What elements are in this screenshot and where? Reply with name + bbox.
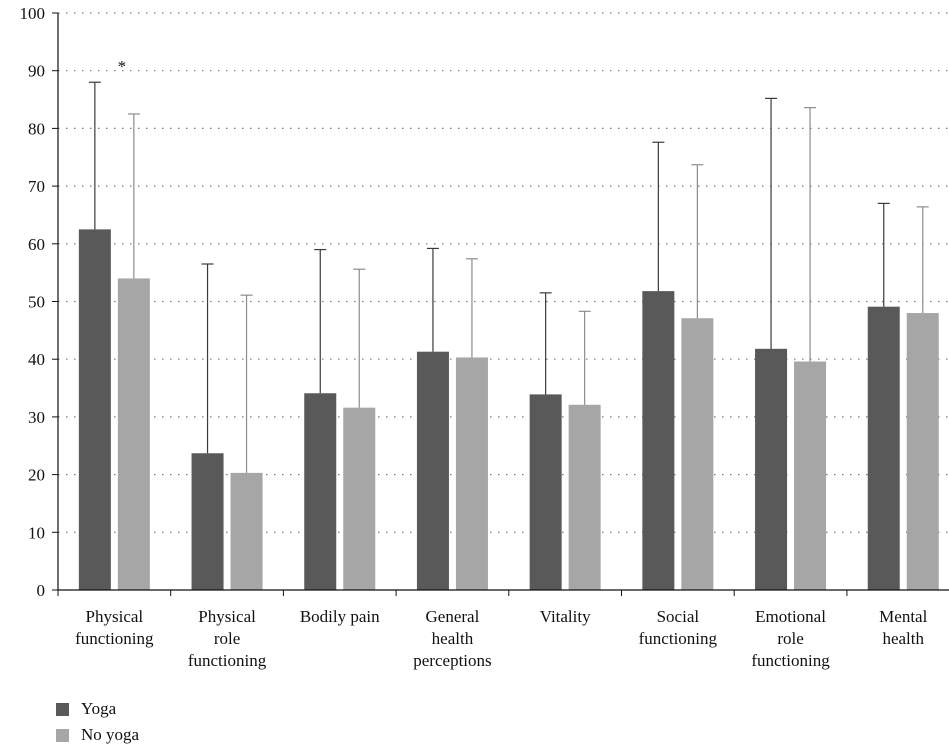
y-tick-label: 50 xyxy=(28,293,45,312)
bar-no-yoga xyxy=(681,318,714,590)
y-tick-label: 30 xyxy=(28,408,45,427)
legend-label-no-yoga: No yoga xyxy=(81,725,140,744)
y-tick-label: 100 xyxy=(20,4,46,23)
bar-yoga xyxy=(304,393,337,590)
legend: Yoga No yoga xyxy=(56,696,139,748)
bar-yoga xyxy=(755,348,788,590)
legend-swatch-no-yoga xyxy=(56,728,69,742)
y-tick-label: 10 xyxy=(28,523,45,542)
bar-no-yoga xyxy=(455,357,488,590)
y-tick-label: 40 xyxy=(28,350,45,369)
x-tick-label: Bodily pain xyxy=(300,607,380,626)
y-tick-label: 70 xyxy=(28,177,45,196)
x-tick-label: General health perceptions xyxy=(413,607,491,670)
bar-no-yoga xyxy=(230,472,263,590)
bar-no-yoga xyxy=(906,313,939,590)
bar-yoga xyxy=(867,306,900,590)
y-tick-label: 0 xyxy=(37,581,46,600)
x-tick-label: Physical role functioning xyxy=(188,607,267,670)
bar-no-yoga xyxy=(794,361,827,590)
y-tick-label: 90 xyxy=(28,62,45,81)
bar-yoga xyxy=(642,291,675,590)
bar-yoga xyxy=(529,394,562,590)
significance-marker: * xyxy=(118,57,127,76)
x-tick-label: Mental health xyxy=(879,607,927,648)
bar-no-yoga xyxy=(117,278,150,590)
x-tick-label: Social functioning xyxy=(639,607,718,648)
legend-item-yoga: Yoga xyxy=(56,696,139,722)
y-tick-label: 80 xyxy=(28,119,45,138)
x-tick-label: Emotional role functioning xyxy=(751,607,830,670)
bar-yoga xyxy=(416,351,449,590)
y-tick-label: 60 xyxy=(28,235,45,254)
x-tick-label: Physical functioning xyxy=(75,607,154,648)
bar-no-yoga xyxy=(343,407,376,590)
y-tick-label: 20 xyxy=(28,466,45,485)
x-tick-label: Vitality xyxy=(540,607,591,626)
bar-yoga xyxy=(191,453,224,590)
bar-no-yoga xyxy=(568,404,601,590)
bar-yoga xyxy=(78,229,111,590)
legend-item-no-yoga: No yoga xyxy=(56,722,139,748)
legend-label-yoga: Yoga xyxy=(81,699,117,718)
legend-swatch-yoga xyxy=(56,702,69,716)
